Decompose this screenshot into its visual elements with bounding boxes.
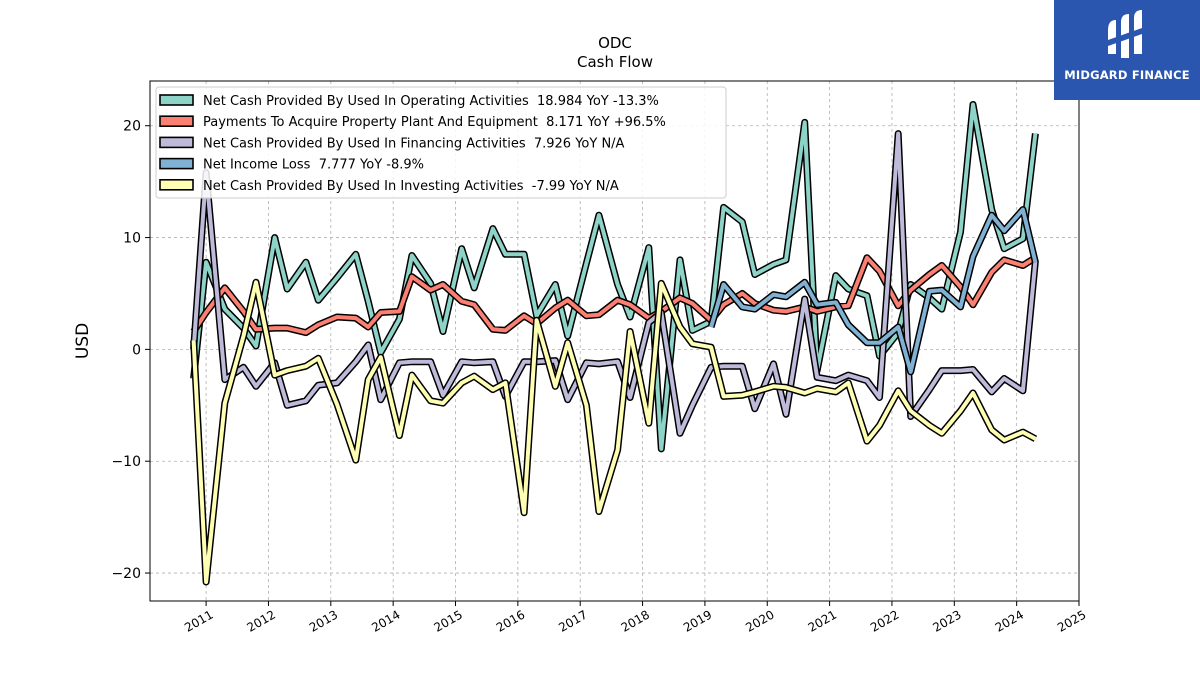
x-tick-label: 2011: [182, 607, 215, 634]
x-tick-label: 2020: [743, 607, 776, 634]
legend-label-4: Net Cash Provided By Used In Investing A…: [203, 179, 619, 194]
x-axis-ticks: 2011 2012 2013 2014 2015 2016 2017 2018 2019 2020…: [182, 601, 1089, 635]
legend-label-3: Net Income Loss 7.777 YoY -8.9%: [203, 158, 424, 173]
logo-text: MIDGARD FINANCE: [1064, 68, 1190, 82]
chart-title: ODC: [598, 34, 632, 52]
legend-swatch-2: [159, 136, 194, 149]
series-line-1: [191, 255, 1037, 335]
chart-legend: Net Cash Provided By Used In Operating A…: [155, 86, 727, 199]
legend-swatch-1: [159, 115, 194, 127]
series-line-4: [191, 280, 1037, 584]
legend-label-0: Net Cash Provided By Used In Operating A…: [203, 94, 659, 109]
x-tick-label: 2025: [1055, 607, 1088, 634]
x-tick-label: 2018: [619, 607, 652, 634]
y-tick-label: 10: [123, 231, 141, 247]
legend-swatch-3: [159, 157, 194, 170]
legend-swatch-4: [159, 179, 194, 191]
x-tick-label: 2017: [556, 607, 589, 634]
plot-frame: [149, 80, 1080, 602]
series-line-3: [709, 207, 1038, 374]
legend-label-1: Payments To Acquire Property Plant And E…: [203, 115, 666, 130]
midgard-finance-logo: MIDGARD FINANCE: [1054, 0, 1200, 100]
x-tick-label: 2023: [930, 607, 963, 634]
y-tick-label: 20: [123, 119, 141, 135]
series-line-2: [191, 131, 1038, 436]
midgard-logo-icon: [1108, 10, 1142, 58]
y-tick-label: 0: [132, 342, 141, 358]
x-tick-label: 2021: [806, 607, 839, 634]
x-tick-label: 2016: [494, 607, 527, 634]
legend-swatch-0: [159, 94, 194, 106]
legend-box: [155, 86, 727, 199]
series-outline-3: [707, 206, 1039, 376]
x-tick-label: 2013: [307, 607, 340, 634]
series-lines: [190, 101, 1039, 586]
y-tick-label: −10: [111, 454, 141, 470]
x-tick-label: 2012: [245, 607, 278, 634]
x-tick-label: 2022: [868, 607, 901, 634]
y-tick-label: −20: [111, 566, 141, 582]
chart-subtitle: Cash Flow: [577, 53, 653, 71]
y-axis-ticks: −20 −10 0 10 20: [111, 119, 150, 582]
x-tick-label: 2015: [432, 607, 465, 634]
x-tick-label: 2014: [369, 607, 402, 634]
x-tick-label: 2019: [681, 607, 714, 634]
x-tick-label: 2024: [993, 607, 1026, 634]
y-axis-label: USD: [73, 323, 93, 359]
legend-label-2: Net Cash Provided By Used In Financing A…: [203, 136, 625, 151]
